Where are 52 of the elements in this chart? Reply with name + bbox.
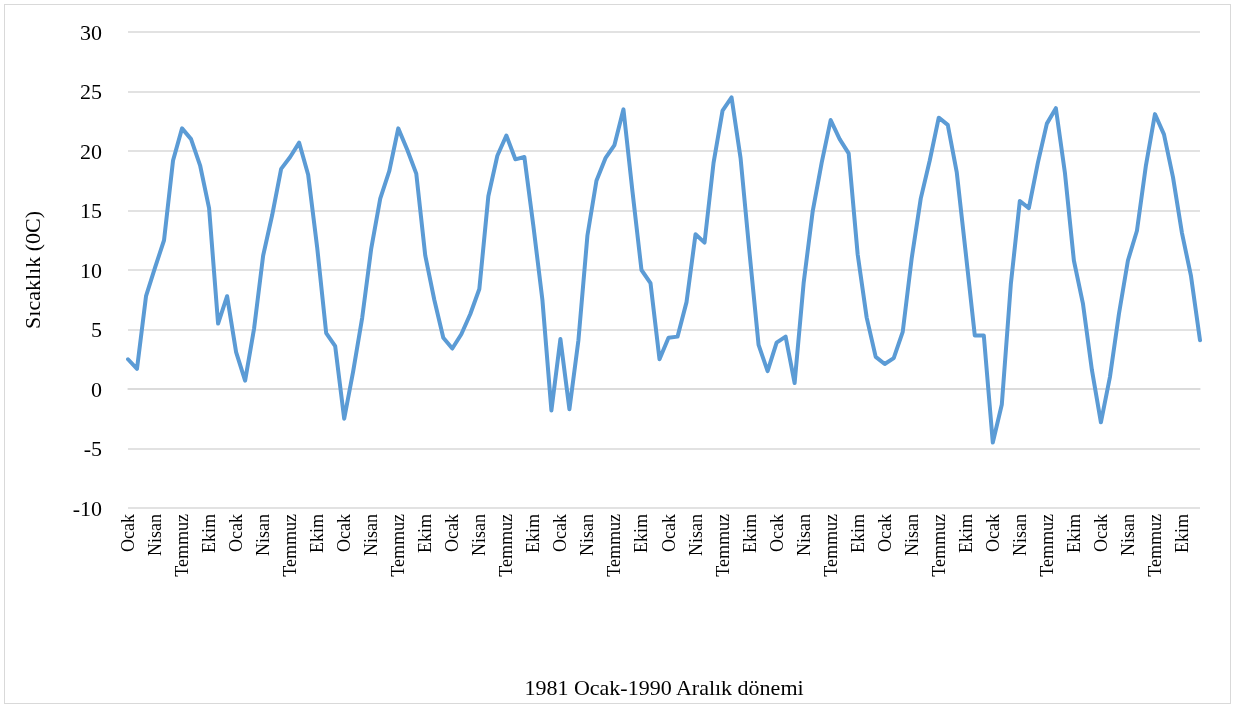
x-tick-label: Nisan <box>469 514 490 556</box>
y-tick-label: -10 <box>72 495 102 521</box>
x-tick-label: Temmuz <box>928 513 949 577</box>
x-tick-label: Nisan <box>361 514 382 556</box>
x-tick-label: Temmuz <box>820 513 841 577</box>
x-tick-label: Ekim <box>415 514 436 553</box>
x-tick-label: Nisan <box>901 514 922 556</box>
y-tick-label: 20 <box>80 138 102 164</box>
x-tick-label: Ekim <box>847 514 868 553</box>
x-tick-label: Ekim <box>307 514 328 553</box>
x-tick-label: Temmuz <box>604 513 625 577</box>
x-tick-label: Ocak <box>118 514 138 552</box>
x-tick-label: Temmuz <box>1144 513 1165 577</box>
x-tick-label: Nisan <box>145 514 166 556</box>
x-tick-label: Ekim <box>631 514 652 553</box>
y-tick-label: 10 <box>80 257 102 283</box>
x-tick-label: Ocak <box>550 514 571 552</box>
y-tick-label: 0 <box>91 376 102 402</box>
x-tick-label: Ocak <box>1090 514 1111 552</box>
x-tick-label: Temmuz <box>172 513 193 577</box>
x-tick-label: Ekim <box>1063 514 1084 553</box>
y-tick-label: 30 <box>80 19 102 45</box>
x-tick-label: Ekim <box>739 514 760 553</box>
x-tick-label: Ocak <box>658 514 679 552</box>
x-tick-label: Ekim <box>199 514 220 553</box>
x-tick-label: Temmuz <box>280 513 301 577</box>
x-tick-label: Temmuz <box>388 513 409 577</box>
y-tick-label: 25 <box>80 79 102 104</box>
x-tick-label: Ocak <box>442 514 463 552</box>
x-tick-label: Nisan <box>577 514 598 556</box>
x-tick-label: Temmuz <box>712 513 733 577</box>
x-axis-title: 1981 Ocak-1990 Aralık dönemi <box>524 674 804 700</box>
y-tick-label: -5 <box>83 436 102 461</box>
x-tick-label: Ekim <box>523 514 544 553</box>
x-tick-label: Ocak <box>766 514 787 552</box>
y-tick-label: 5 <box>91 317 102 342</box>
x-tick-label: Nisan <box>253 514 274 556</box>
x-tick-label: Ocak <box>982 514 1003 552</box>
x-tick-label: Temmuz <box>496 513 517 577</box>
x-tick-label: Temmuz <box>1036 513 1057 577</box>
x-tick-label: Ekim <box>955 514 976 553</box>
x-tick-label: Ekim <box>1171 514 1192 553</box>
x-tick-label: Nisan <box>685 514 706 556</box>
x-tick-label: Ocak <box>334 514 355 552</box>
x-tick-label: Nisan <box>1117 514 1138 556</box>
x-tick-label: Nisan <box>793 514 814 556</box>
line-series <box>126 95 1202 445</box>
x-tick-label: Ocak <box>874 514 895 552</box>
y-axis-title: Sıcaklık (0C) <box>19 211 45 329</box>
y-tick-label: 15 <box>80 198 102 223</box>
x-tick-label: Ocak <box>226 514 247 552</box>
x-tick-label: Nisan <box>1009 514 1030 556</box>
